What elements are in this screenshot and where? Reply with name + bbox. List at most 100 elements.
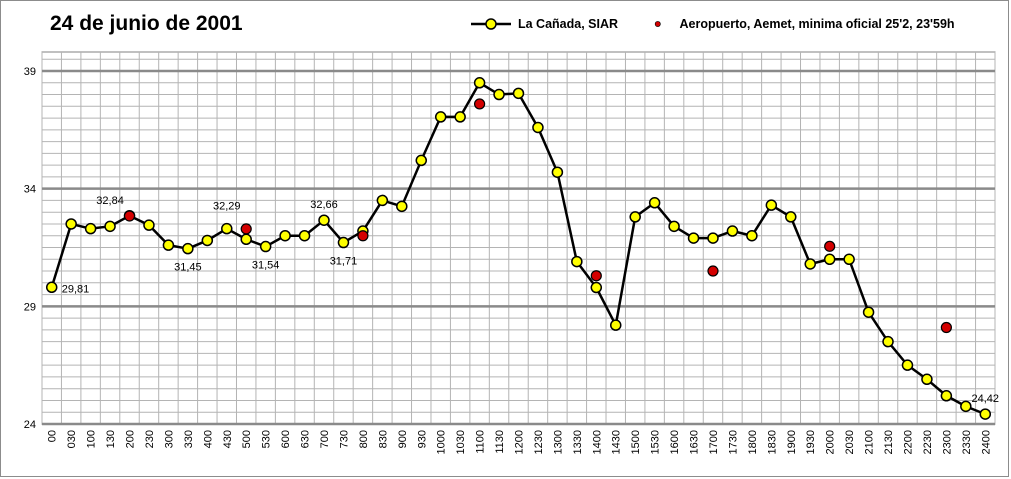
- point-siar: [609, 319, 622, 331]
- legend-entry-aemet: Aeropuerto, Aemet, minima oficial 25'2, …: [652, 16, 955, 32]
- legend-swatch-siar: [471, 18, 511, 30]
- x-tick-label: 2300: [941, 430, 953, 454]
- point-siar: [707, 232, 719, 244]
- point-siar: [590, 281, 603, 294]
- point-siar: [143, 219, 155, 231]
- x-tick-label: 1830: [766, 430, 778, 454]
- point-siar: [318, 214, 330, 226]
- point-siar: [337, 236, 350, 249]
- x-tick-label: 1330: [572, 430, 584, 454]
- y-tick-label: 29: [24, 301, 36, 313]
- x-tick-label: 2100: [864, 430, 876, 454]
- legend: La Cañada, SIAR Aeropuerto, Aemet, minim…: [470, 16, 985, 36]
- point-siar: [434, 111, 447, 123]
- x-tick-label: 300: [163, 430, 175, 448]
- x-tick-label: 1600: [669, 430, 681, 454]
- x-tick-label: 200: [125, 430, 137, 448]
- point-siar: [726, 225, 739, 237]
- data-label: 32,66: [310, 199, 338, 211]
- point-siar: [162, 239, 175, 251]
- y-tick-label: 24: [24, 419, 36, 431]
- point-siar: [862, 306, 875, 318]
- point-siar: [901, 359, 914, 371]
- x-tick-label: 1030: [455, 430, 467, 454]
- x-tick-label: 2230: [922, 430, 934, 454]
- point-siar: [746, 229, 758, 242]
- point-siar: [104, 220, 116, 233]
- data-label: 31,45: [174, 262, 202, 274]
- legend-label-siar: La Cañada, SIAR: [518, 17, 619, 31]
- legend-entry-siar: La Cañada, SIAR: [470, 16, 618, 32]
- data-label: 31,54: [252, 260, 280, 272]
- x-tick-label: 700: [319, 430, 331, 448]
- point-siar: [473, 77, 486, 89]
- point-aemet: [940, 321, 952, 334]
- point-aemet: [474, 98, 486, 110]
- x-tick-label: 00: [47, 430, 59, 442]
- y-tick-label: 34: [24, 184, 36, 196]
- x-tick-label: 1130: [494, 430, 506, 454]
- point-siar: [804, 258, 816, 270]
- x-tick-label: 1100: [475, 430, 487, 454]
- x-tick-label: 1430: [611, 430, 623, 454]
- x-tick-label: 630: [300, 430, 312, 448]
- point-siar: [551, 166, 564, 178]
- point-siar: [940, 390, 953, 402]
- x-tick-label: 430: [222, 430, 234, 448]
- data-label: 31,71: [330, 256, 358, 268]
- point-siar: [571, 255, 583, 268]
- y-axis: 24 29 34 39: [24, 66, 36, 431]
- point-siar: [493, 88, 505, 101]
- legend-swatch-aemet: [654, 21, 661, 27]
- point-aemet: [357, 230, 369, 242]
- point-siar: [532, 121, 544, 134]
- point-siar: [201, 234, 214, 247]
- series-points-group: [45, 77, 992, 420]
- x-tick-label: 1800: [747, 430, 759, 454]
- x-tick-label: 330: [183, 430, 195, 448]
- point-siar: [648, 197, 661, 209]
- point-siar: [182, 242, 194, 255]
- point-siar: [279, 229, 291, 242]
- x-axis: 00 030 100 130 200 230 300 330 400 430 500 530 600 63…: [47, 430, 993, 454]
- x-tick-label: 2030: [844, 430, 856, 454]
- x-tick-label: 830: [377, 430, 389, 448]
- x-tick-label: 2000: [825, 430, 837, 454]
- x-tick-label: 1730: [727, 430, 739, 454]
- x-tick-label: 1700: [708, 430, 720, 454]
- point-siar: [84, 222, 97, 235]
- x-tick-label: 1230: [533, 430, 545, 454]
- x-tick-label: 030: [66, 430, 78, 448]
- y-tick-label: 39: [24, 66, 36, 78]
- x-tick-label: 230: [144, 430, 156, 448]
- point-siar: [979, 408, 992, 420]
- x-tick-label: 1000: [436, 430, 448, 454]
- point-siar: [668, 220, 680, 233]
- point-siar: [512, 87, 525, 100]
- point-siar: [843, 253, 855, 266]
- point-siar: [221, 222, 233, 235]
- legend-label-aemet: Aeropuerto, Aemet, minima oficial 25'2, …: [679, 17, 955, 31]
- data-label: 32,29: [213, 201, 241, 213]
- point-siar: [823, 253, 836, 266]
- x-tick-label: 930: [416, 430, 428, 448]
- x-tick-label: 600: [280, 430, 292, 448]
- x-tick-label: 1200: [514, 430, 526, 454]
- point-siar: [298, 229, 311, 242]
- point-siar: [376, 194, 389, 207]
- x-tick-label: 1530: [650, 430, 662, 454]
- x-tick-label: 900: [397, 430, 409, 448]
- point-siar: [960, 400, 972, 413]
- point-siar: [921, 373, 933, 386]
- point-aemet: [240, 223, 252, 235]
- point-aemet: [123, 210, 136, 222]
- point-siar: [765, 199, 778, 211]
- x-tick-label: 2130: [883, 430, 895, 454]
- point-siar: [65, 218, 77, 230]
- x-tick-label: 1630: [689, 430, 701, 454]
- point-siar: [240, 233, 252, 246]
- point-siar: [785, 211, 797, 223]
- point-siar: [629, 211, 641, 223]
- x-tick-label: 1300: [552, 430, 564, 454]
